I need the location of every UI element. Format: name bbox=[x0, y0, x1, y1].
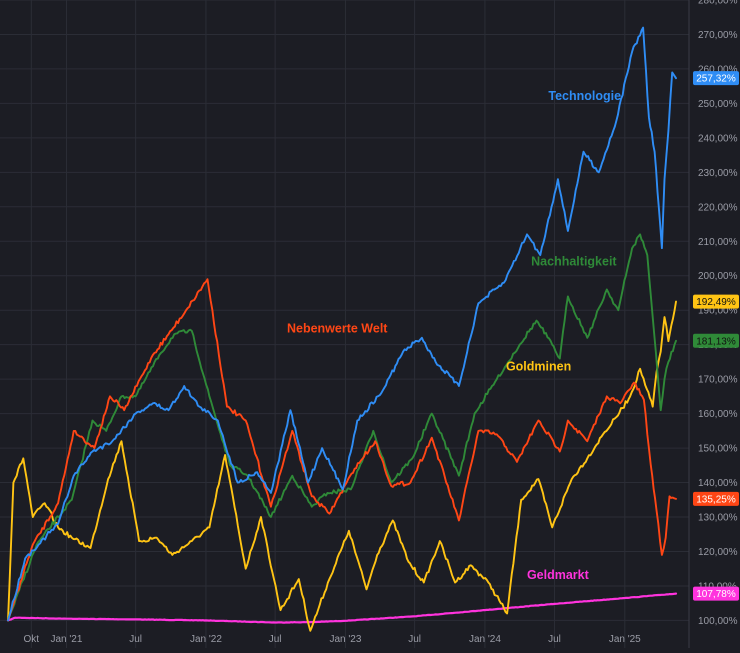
x-tick-label-jan-22-3: Jan '22 bbox=[190, 634, 222, 645]
last-value-badge-geldmarkt: 107,78% bbox=[693, 586, 739, 601]
y-tick-label-120: 120,00% bbox=[698, 547, 738, 558]
y-tick-label-150: 150,00% bbox=[698, 444, 738, 455]
series-labels: Geldmarkt Goldminen Nachhaltigkeit Nebenwer… bbox=[287, 89, 621, 582]
series-layer bbox=[6, 26, 678, 632]
grid bbox=[0, 0, 689, 648]
y-tick-label-220: 220,00% bbox=[698, 202, 738, 213]
y-tick-label-270: 270,00% bbox=[698, 30, 738, 41]
y-tick-label-240: 240,00% bbox=[698, 133, 738, 144]
x-tick-label-jul-4: Jul bbox=[269, 634, 282, 645]
y-tick-label-130: 130,00% bbox=[698, 513, 738, 524]
series-label-geldmarkt: Geldmarkt bbox=[527, 568, 590, 582]
badge-value-goldminen: 192,49% bbox=[696, 297, 736, 308]
badge-value-geldmarkt: 107,78% bbox=[696, 589, 736, 600]
badge-box-nachhaltigkeit bbox=[693, 333, 739, 348]
series-line-nebenwerte-welt bbox=[7, 278, 677, 622]
x-tick-label-jan-23-5: Jan '23 bbox=[329, 634, 361, 645]
last-value-badges: 107,78% 192,49% 181,13% 135,25% 257,32% bbox=[693, 71, 739, 601]
y-tick-label-230: 230,00% bbox=[698, 168, 738, 179]
last-value-badge-goldminen: 192,49% bbox=[693, 294, 739, 309]
series-label-technologie: Technologie bbox=[548, 89, 621, 103]
y-tick-label-160: 160,00% bbox=[698, 409, 738, 420]
series-label-nachhaltigkeit: Nachhaltigkeit bbox=[531, 254, 617, 268]
badge-box-nebenwerte-welt bbox=[693, 491, 739, 506]
x-tick-label-jan-25-9: Jan '25 bbox=[609, 634, 641, 645]
x-tick-label-jul-8: Jul bbox=[548, 634, 561, 645]
y-tick-label-100: 100,00% bbox=[698, 616, 738, 627]
y-tick-label-170: 170,00% bbox=[698, 375, 738, 386]
x-tick-label-okt-0: Okt bbox=[24, 634, 40, 645]
y-tick-label-280: 280,00% bbox=[698, 0, 738, 7]
y-tick-label-140: 140,00% bbox=[698, 478, 738, 489]
x-tick-label-jan-21-1: Jan '21 bbox=[51, 634, 83, 645]
series-line-goldminen bbox=[7, 300, 677, 632]
series-line-geldmarkt bbox=[6, 592, 678, 624]
y-tick-label-210: 210,00% bbox=[698, 237, 738, 248]
y-tick-label-250: 250,00% bbox=[698, 99, 738, 110]
y-tick-label-200: 200,00% bbox=[698, 271, 738, 282]
badge-value-nebenwerte-welt: 135,25% bbox=[696, 494, 736, 505]
y-tick-label-260: 260,00% bbox=[698, 64, 738, 75]
last-value-badge-technologie: 257,32% bbox=[693, 71, 739, 86]
x-tick-label-jul-6: Jul bbox=[408, 634, 421, 645]
y-tick-label-190: 190,00% bbox=[698, 306, 738, 317]
badge-value-nachhaltigkeit: 181,13% bbox=[696, 336, 736, 347]
series-label-goldminen: Goldminen bbox=[506, 360, 571, 374]
x-tick-label-jul-2: Jul bbox=[129, 634, 142, 645]
badge-box-geldmarkt bbox=[693, 586, 739, 601]
last-value-badge-nachhaltigkeit: 181,13% bbox=[693, 333, 739, 348]
series-line-technologie bbox=[7, 26, 677, 622]
x-tick-label-jan-24-7: Jan '24 bbox=[469, 634, 501, 645]
badge-box-goldminen bbox=[693, 294, 739, 309]
series-label-nebenwerte-welt: Nebenwerte Welt bbox=[287, 322, 388, 336]
badge-box-technologie bbox=[693, 71, 739, 86]
last-value-badge-nebenwerte-welt: 135,25% bbox=[693, 491, 739, 506]
badge-value-technologie: 257,32% bbox=[696, 74, 736, 85]
